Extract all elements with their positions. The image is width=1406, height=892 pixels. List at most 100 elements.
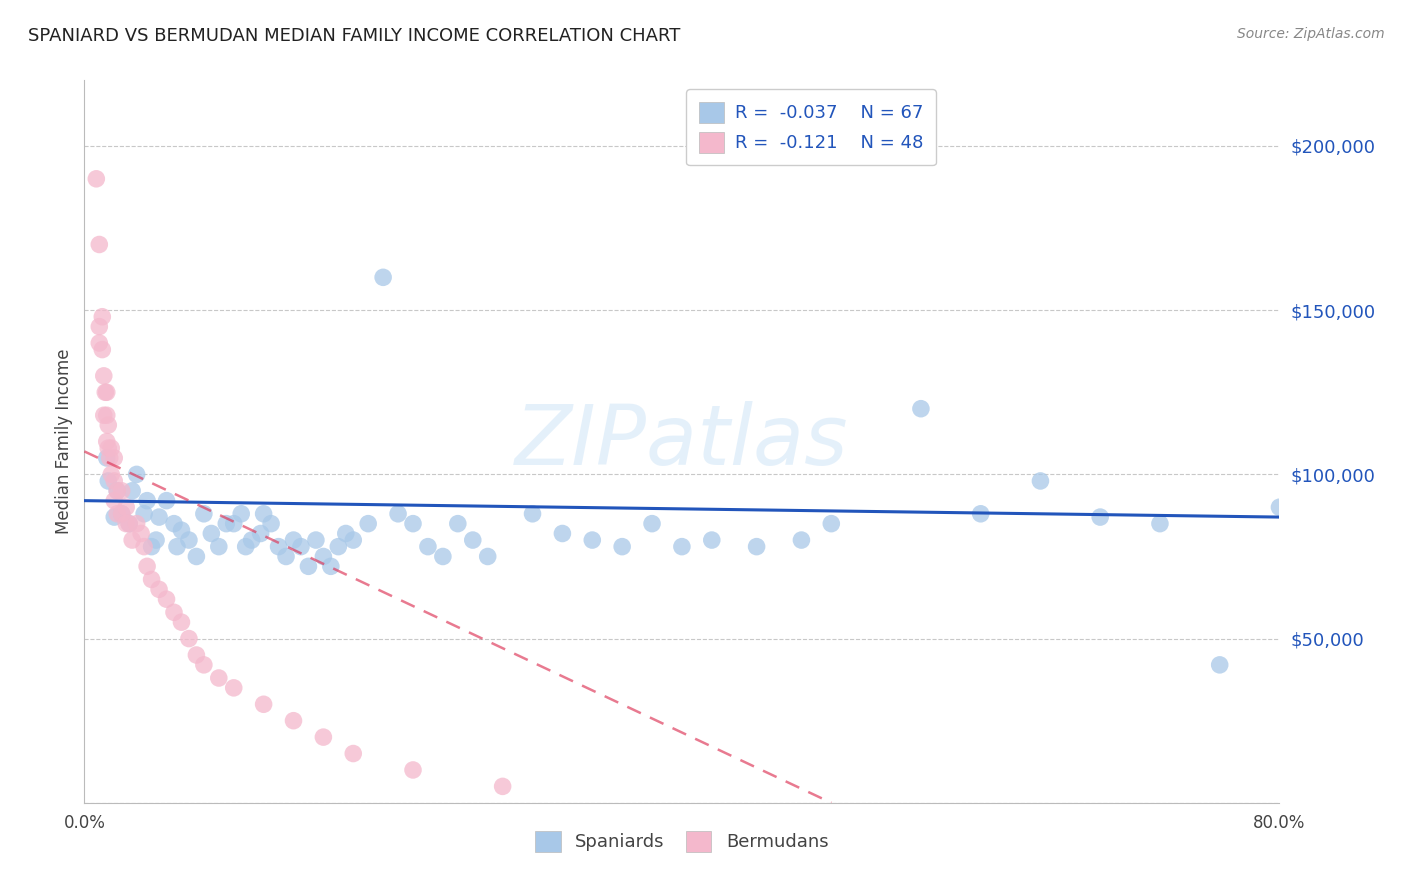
Point xyxy=(132,507,156,521)
Point xyxy=(141,540,163,554)
Point xyxy=(121,533,143,547)
Point xyxy=(155,592,177,607)
Point xyxy=(91,310,114,324)
Point xyxy=(163,516,186,531)
Point xyxy=(641,516,664,531)
Point xyxy=(121,483,143,498)
Text: SPANIARD VS BERMUDAN MEDIAN FAMILY INCOME CORRELATION CHART: SPANIARD VS BERMUDAN MEDIAN FAMILY INCOM… xyxy=(28,27,681,45)
Point xyxy=(1268,500,1291,515)
Point xyxy=(148,510,170,524)
Point xyxy=(103,450,125,465)
Point xyxy=(461,533,484,547)
Point xyxy=(177,632,200,646)
Point xyxy=(141,573,163,587)
Point xyxy=(260,516,283,531)
Point xyxy=(447,516,470,531)
Point xyxy=(86,171,108,186)
Point xyxy=(820,516,842,531)
Point xyxy=(387,507,409,521)
Point xyxy=(186,648,208,662)
Text: ZIPatlas: ZIPatlas xyxy=(515,401,849,482)
Point xyxy=(700,533,723,547)
Point xyxy=(96,434,118,449)
Point xyxy=(103,493,125,508)
Point xyxy=(166,540,188,554)
Point xyxy=(402,516,425,531)
Point xyxy=(103,510,125,524)
Point xyxy=(328,540,350,554)
Point xyxy=(231,507,253,521)
Point xyxy=(522,507,544,521)
Point xyxy=(402,763,425,777)
Point xyxy=(319,559,342,574)
Point xyxy=(136,559,159,574)
Point xyxy=(790,533,813,547)
Point xyxy=(492,780,515,794)
Point xyxy=(222,516,245,531)
Point xyxy=(342,747,364,761)
Point xyxy=(115,500,138,515)
Point xyxy=(148,582,170,597)
Point xyxy=(1029,474,1052,488)
Point xyxy=(970,507,993,521)
Point xyxy=(910,401,932,416)
Point xyxy=(170,615,193,630)
Point xyxy=(208,671,231,685)
Point xyxy=(125,467,148,482)
Point xyxy=(193,507,215,521)
Point xyxy=(111,483,134,498)
Point xyxy=(312,549,335,564)
Legend: Spaniards, Bermudans: Spaniards, Bermudans xyxy=(529,823,835,859)
Point xyxy=(612,540,634,554)
Point xyxy=(373,270,395,285)
Point xyxy=(103,474,125,488)
Point xyxy=(89,336,111,351)
Point xyxy=(335,526,357,541)
Point xyxy=(186,549,208,564)
Point xyxy=(215,516,238,531)
Point xyxy=(125,516,148,531)
Point xyxy=(96,450,118,465)
Point xyxy=(132,540,156,554)
Point xyxy=(170,523,193,537)
Point xyxy=(91,343,114,357)
Point xyxy=(93,368,115,383)
Point xyxy=(249,526,271,541)
Point xyxy=(111,507,134,521)
Point xyxy=(97,418,120,433)
Point xyxy=(222,681,245,695)
Point xyxy=(432,549,454,564)
Point xyxy=(96,385,118,400)
Point xyxy=(163,605,186,619)
Point xyxy=(477,549,499,564)
Point xyxy=(274,549,297,564)
Point xyxy=(305,533,328,547)
Point xyxy=(253,507,276,521)
Point xyxy=(200,526,222,541)
Point xyxy=(240,533,263,547)
Point xyxy=(671,540,693,554)
Point xyxy=(93,409,115,423)
Point xyxy=(1209,657,1232,672)
Point xyxy=(89,237,111,252)
Point xyxy=(97,474,120,488)
Point xyxy=(96,409,118,423)
Y-axis label: Median Family Income: Median Family Income xyxy=(55,349,73,534)
Point xyxy=(111,507,134,521)
Point xyxy=(105,483,128,498)
Point xyxy=(253,698,276,712)
Point xyxy=(283,714,305,728)
Point xyxy=(94,385,117,400)
Point xyxy=(357,516,380,531)
Point xyxy=(89,319,111,334)
Point xyxy=(105,483,128,498)
Point xyxy=(551,526,574,541)
Point xyxy=(98,450,121,465)
Point xyxy=(297,559,319,574)
Point xyxy=(105,507,128,521)
Point xyxy=(118,516,141,531)
Text: Source: ZipAtlas.com: Source: ZipAtlas.com xyxy=(1237,27,1385,41)
Point xyxy=(100,441,122,455)
Point xyxy=(235,540,257,554)
Point xyxy=(97,441,120,455)
